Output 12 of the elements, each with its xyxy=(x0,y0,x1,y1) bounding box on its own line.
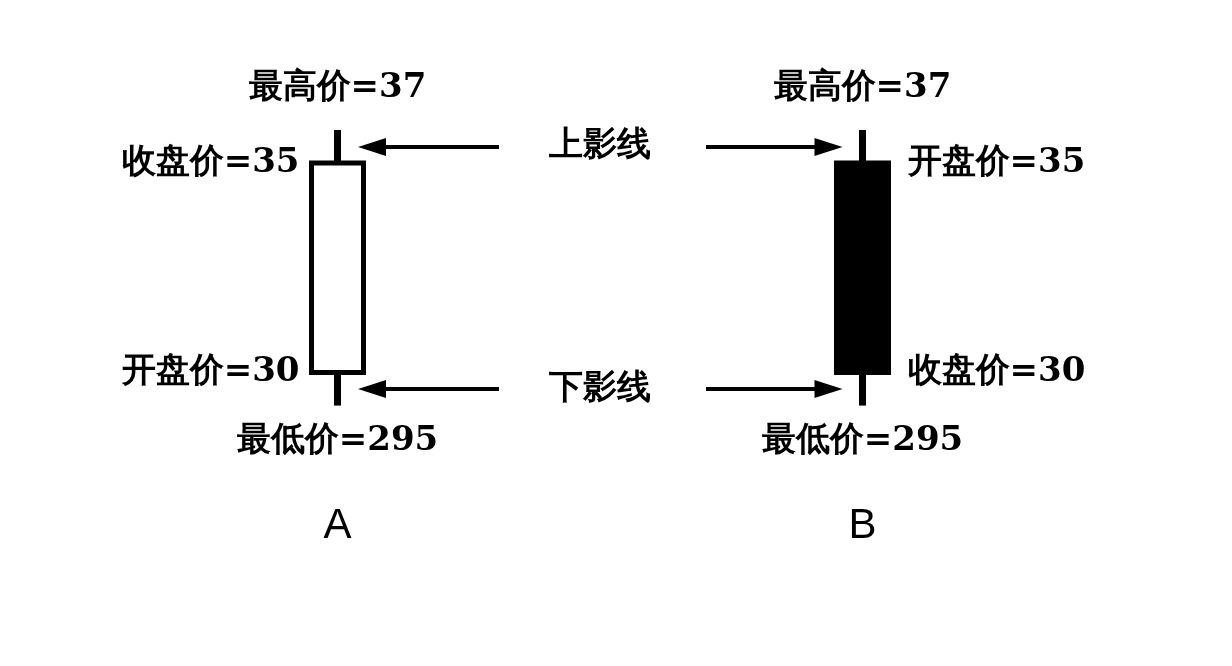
annotation: 收盘价=30 xyxy=(907,349,1086,390)
annotation: 下影线 xyxy=(548,365,651,406)
text: 最高价=37 xyxy=(773,64,952,105)
x-tick-label: A xyxy=(323,500,352,548)
annotation: 开盘价=35 xyxy=(906,139,1086,180)
text: 最高价=37 xyxy=(248,64,427,105)
annotation: 收盘价=35 xyxy=(121,139,300,180)
annotation: 开盘价=30 xyxy=(120,349,300,390)
text: 最低价=295 xyxy=(236,418,439,459)
annotation: 上影线 xyxy=(548,123,651,164)
x-tick-label: B xyxy=(848,500,877,548)
text: 最低价=295 xyxy=(761,418,964,459)
